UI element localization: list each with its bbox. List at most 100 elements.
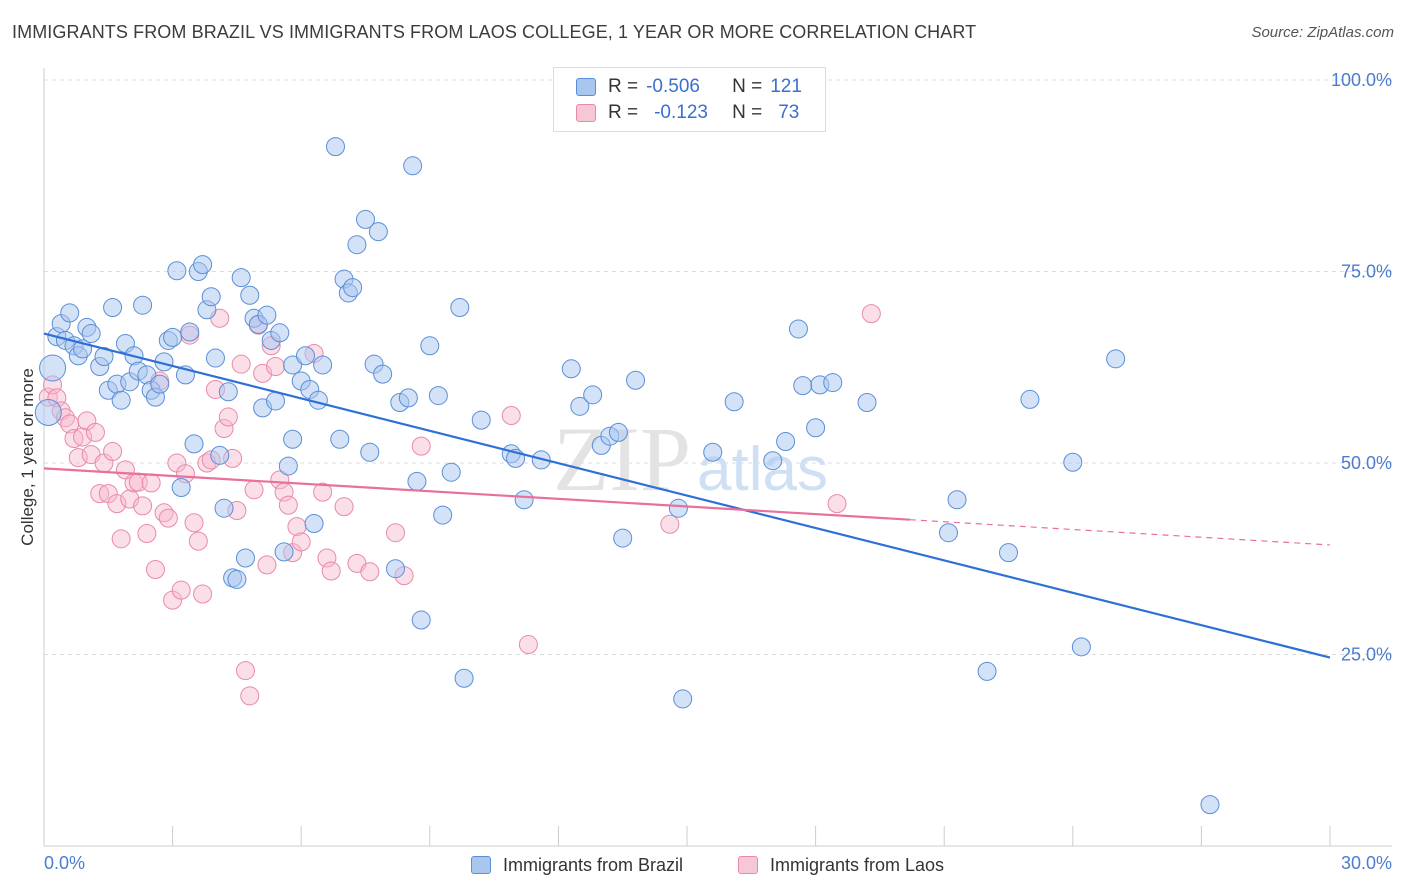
brazil-point (561, 359, 581, 379)
laos-point (145, 559, 165, 579)
brazil-point (608, 422, 628, 442)
legend-r-label: R = (608, 76, 639, 97)
legend-n-label: N = (732, 76, 763, 97)
trend-lines (43, 332, 1331, 659)
brazil-point (214, 498, 234, 518)
brazil-point (167, 261, 187, 281)
brazil-point (428, 386, 448, 406)
laos-point (141, 473, 161, 493)
legend-n-label: N = (732, 102, 763, 123)
brazil-trend-line (43, 332, 1331, 659)
brazil-point (343, 278, 363, 298)
laos-trend-line-extension (909, 519, 1331, 546)
brazil-point (668, 498, 688, 518)
laos-point (231, 354, 251, 374)
bottom-legend-swatch-brazil (471, 856, 491, 874)
brazil-point (947, 490, 967, 510)
brazil-point (60, 303, 80, 323)
brazil-point (514, 490, 534, 510)
brazil-point (201, 287, 221, 307)
laos-point (244, 480, 264, 500)
brazil-point (180, 322, 200, 342)
brazil-point (403, 156, 423, 176)
laos-point (518, 635, 538, 655)
brazil-point (325, 137, 345, 157)
brazil-point (283, 355, 303, 375)
brazil-point (823, 373, 843, 393)
brazil-point (776, 432, 796, 452)
legend-r-value: -0.506 (646, 76, 700, 97)
brazil-point (583, 385, 603, 405)
brazil-point (626, 370, 646, 390)
brazil-point (570, 396, 590, 416)
laos-point (111, 529, 131, 549)
laos-point (313, 482, 333, 502)
x-ticks (43, 826, 1331, 846)
laos-point (188, 531, 208, 551)
brazil-point (270, 323, 290, 343)
laos-point (73, 427, 93, 447)
legend-row-brazil: R = -0.506 N = 121 (576, 74, 802, 100)
laos-point (386, 523, 406, 543)
laos-point (861, 304, 881, 324)
legend-swatch-brazil (576, 78, 596, 96)
brazil-point (313, 355, 333, 375)
series-brazil-points (34, 137, 1220, 815)
legend-r-value: -0.123 (654, 102, 708, 123)
laos-point (827, 494, 847, 514)
watermark: ZIPatlas (553, 408, 828, 510)
brazil-point (999, 543, 1018, 563)
brazil-point (373, 364, 393, 384)
bottom-legend-label-brazil: Immigrants from Brazil (503, 854, 684, 875)
brazil-point (81, 324, 101, 344)
brazil-point (304, 514, 324, 534)
laos-point (257, 555, 277, 575)
x-tick-label-max: 30.0% (1341, 853, 1392, 873)
brazil-point (411, 610, 431, 630)
laos-point (214, 419, 234, 439)
legend-swatch-laos (576, 104, 596, 122)
brazil-point (441, 462, 461, 482)
brazil-point (673, 689, 693, 709)
brazil-point (171, 478, 191, 498)
brazil-point (806, 418, 826, 438)
legend-r-label: R = (608, 102, 639, 123)
chart-title: IMMIGRANTS FROM BRAZIL VS IMMIGRANTS FRO… (12, 22, 977, 42)
laos-point (107, 494, 127, 514)
y-axis-label: College, 1 year or more (18, 368, 37, 546)
brazil-point (433, 505, 453, 525)
laos-point (411, 436, 431, 456)
brazil-point (788, 319, 808, 339)
y-tick-label: 100.0% (1331, 70, 1392, 90)
brazil-point (724, 392, 744, 412)
brazil-point (450, 298, 470, 318)
laos-point (85, 422, 105, 442)
brazil-point (163, 327, 183, 347)
brazil-point (94, 347, 114, 367)
brazil-point (235, 548, 255, 568)
laos-point (171, 580, 191, 600)
laos-point (240, 686, 260, 706)
brazil-point (857, 392, 877, 412)
brazil-point (103, 298, 123, 318)
laos-point (291, 532, 311, 552)
laos-point (265, 356, 285, 376)
brazil-point (34, 398, 62, 426)
brazil-point (231, 268, 251, 288)
laos-point (184, 513, 204, 533)
laos-point (137, 523, 157, 543)
brazil-point (295, 346, 315, 366)
laos-point (193, 584, 213, 604)
brazil-point (205, 348, 225, 368)
brazil-point (227, 569, 247, 589)
brazil-point (1200, 795, 1220, 815)
brazil-point (454, 668, 474, 688)
laos-point (68, 448, 88, 468)
gridlines (44, 79, 1392, 655)
brazil-point (977, 661, 997, 681)
laos-point (103, 442, 123, 462)
laos-point (158, 508, 178, 528)
laos-point (218, 407, 238, 427)
brazil-point (368, 222, 388, 242)
